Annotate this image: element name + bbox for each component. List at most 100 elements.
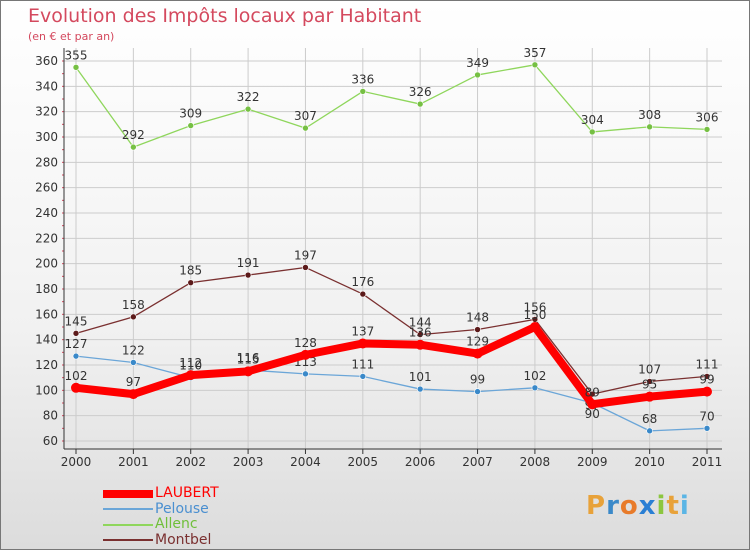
x-tick-label: 2001 — [118, 455, 149, 469]
data-label: 185 — [179, 264, 202, 278]
x-tick-label: 2003 — [233, 455, 264, 469]
plot-area — [64, 48, 722, 449]
data-label: 70 — [699, 409, 714, 423]
data-point — [416, 385, 424, 393]
data-point — [130, 359, 137, 366]
data-label: 322 — [237, 90, 260, 104]
data-label: 127 — [65, 337, 88, 351]
y-tick-label: 60 — [43, 434, 58, 448]
data-label: 129 — [466, 335, 489, 349]
data-label: 197 — [294, 248, 317, 262]
data-point — [415, 339, 426, 350]
data-point — [72, 352, 80, 360]
series-line-allenc — [75, 64, 708, 148]
data-point — [359, 290, 367, 298]
data-label: 355 — [65, 48, 88, 62]
series-line-montbel — [75, 266, 708, 395]
chart-title: Evolution des Impôts locaux par Habitant — [28, 5, 422, 27]
legend-label: Pelouse — [155, 500, 209, 517]
proxiti-logo: Proxiti — [586, 491, 690, 521]
data-label: 357 — [523, 46, 546, 60]
data-point — [359, 373, 367, 380]
data-point — [71, 382, 81, 393]
series-line-pelouse — [75, 355, 708, 432]
chart-subtitle: (en € et par an) — [28, 30, 115, 43]
data-point — [128, 389, 139, 400]
data-label: 101 — [409, 370, 432, 384]
data-point — [472, 348, 483, 359]
data-point — [187, 122, 195, 129]
y-tick-label: 280 — [35, 155, 58, 169]
legend-item-pelouse: Pelouse — [103, 500, 219, 518]
y-tick-label: 360 — [35, 54, 58, 68]
x-tick-label: 2010 — [634, 455, 665, 469]
data-point — [72, 330, 80, 337]
legend-swatch — [103, 508, 153, 511]
data-label: 99 — [470, 373, 485, 387]
data-label: 145 — [65, 314, 88, 328]
data-point — [416, 331, 424, 338]
data-point — [474, 326, 481, 333]
data-label: 309 — [179, 107, 202, 121]
legend-label: LAUBERT — [155, 485, 219, 502]
data-label: 128 — [294, 336, 317, 350]
data-label: 308 — [638, 108, 661, 122]
data-label: 191 — [237, 256, 260, 270]
x-tick-label: 2002 — [175, 455, 206, 469]
data-point — [359, 88, 367, 95]
legend-item-laubert: LAUBERT — [103, 486, 219, 502]
data-point — [130, 313, 137, 321]
data-point — [588, 128, 596, 136]
legend-label: Montbel — [155, 531, 212, 548]
data-point — [243, 366, 254, 377]
data-label: 107 — [638, 362, 661, 376]
y-tick-label: 340 — [35, 79, 58, 93]
data-label: 307 — [294, 109, 317, 123]
data-label: 115 — [237, 352, 260, 366]
x-tick-label: 2005 — [348, 455, 379, 469]
x-tick-label: 2011 — [692, 455, 723, 469]
legend-label: Allenc — [155, 516, 198, 533]
x-tick-label: 2004 — [290, 455, 321, 469]
data-label: 112 — [179, 356, 202, 370]
x-tick-label: 2008 — [520, 455, 551, 469]
data-point — [531, 61, 539, 69]
data-label: 306 — [696, 110, 719, 124]
y-tick-label: 180 — [35, 282, 58, 296]
data-point — [302, 370, 309, 378]
data-point — [244, 105, 252, 113]
data-point — [644, 391, 655, 402]
y-tick-label: 160 — [35, 307, 58, 321]
data-label: 136 — [409, 326, 432, 340]
data-point — [703, 126, 711, 133]
data-point — [474, 71, 481, 79]
y-tick-label: 80 — [43, 409, 58, 423]
data-label: 102 — [65, 369, 88, 383]
data-point — [302, 264, 309, 271]
y-tick-label: 220 — [35, 231, 58, 245]
x-tick-label: 2006 — [405, 455, 436, 469]
data-label: 111 — [351, 357, 374, 371]
data-point — [302, 124, 309, 132]
data-label: 137 — [351, 324, 374, 338]
data-label: 150 — [523, 308, 546, 322]
data-point — [646, 427, 653, 435]
data-label: 156 — [523, 300, 546, 314]
data-label: 144 — [409, 316, 432, 330]
x-tick-label: 2007 — [462, 455, 493, 469]
data-label: 68 — [642, 412, 657, 426]
data-point — [357, 338, 368, 349]
y-tick-label: 300 — [35, 130, 58, 144]
legend-swatch — [103, 489, 153, 498]
y-tick-label: 100 — [35, 383, 58, 397]
data-label: 97 — [126, 375, 141, 389]
data-label: 304 — [581, 113, 604, 127]
data-point — [702, 386, 712, 397]
legend: LAUBERT Pelouse Allenc Montbel — [103, 486, 219, 548]
data-label: 326 — [409, 85, 432, 99]
y-tick-label: 120 — [35, 358, 58, 372]
data-label: 292 — [122, 128, 145, 142]
x-tick-label: 2000 — [61, 455, 92, 469]
